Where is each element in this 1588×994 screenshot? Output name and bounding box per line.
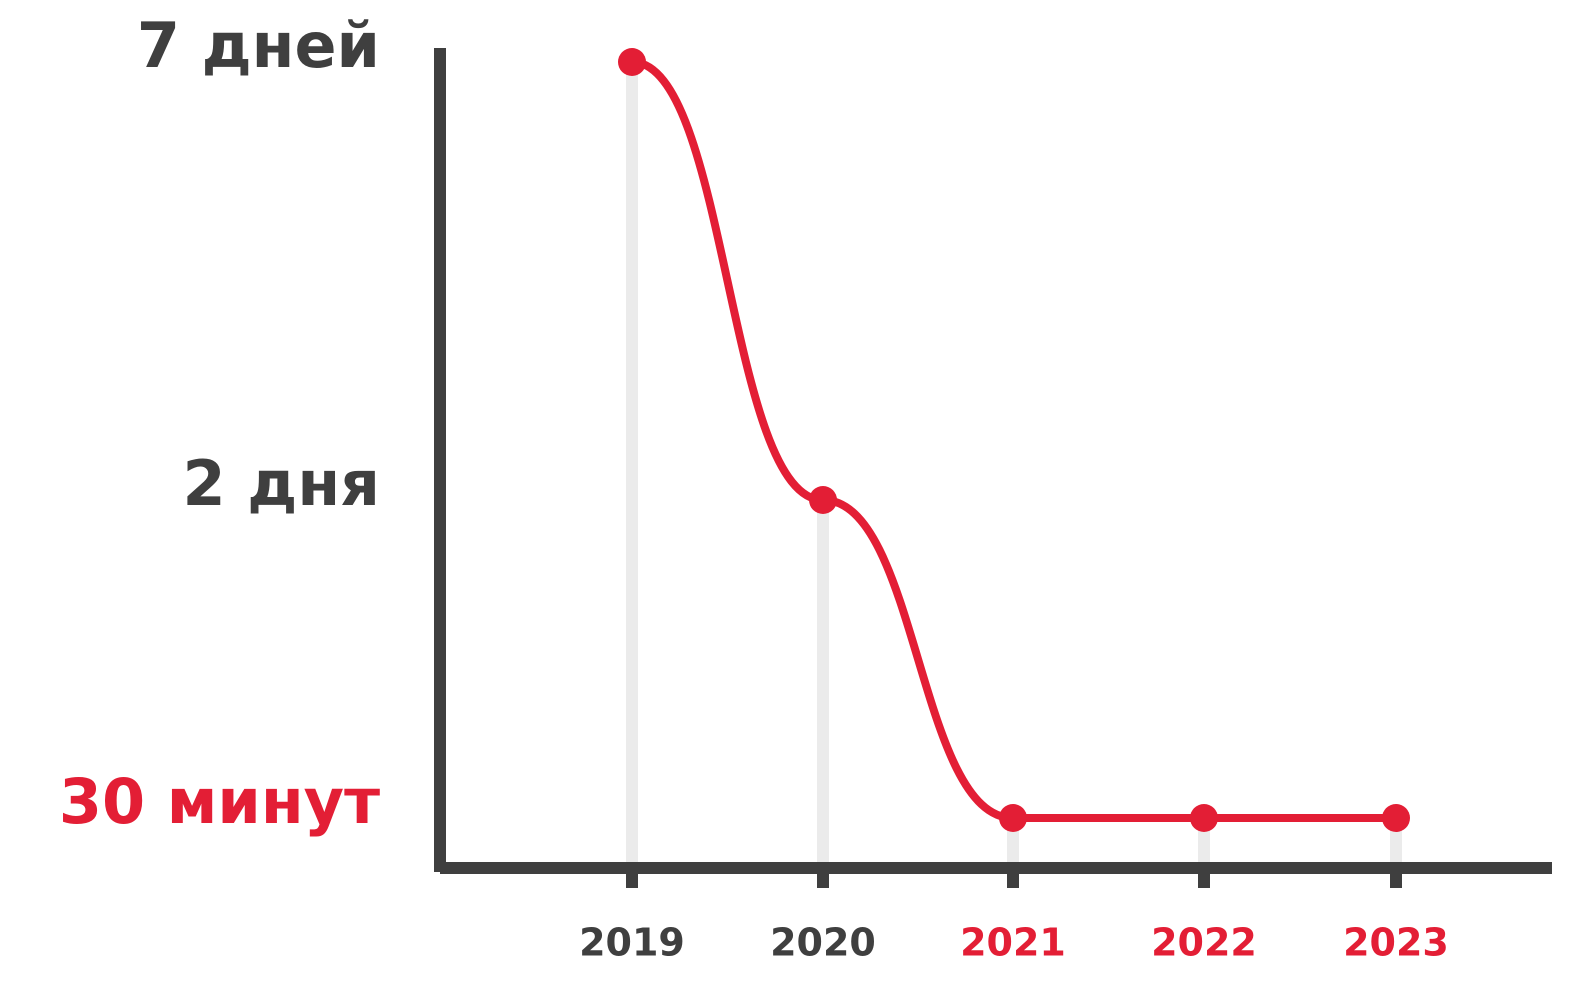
line [631, 58, 1396, 823]
point [809, 486, 837, 514]
point [618, 48, 646, 76]
x-tick-label: 2021 [960, 921, 1066, 965]
y-tick-label: 30 минут [59, 765, 380, 838]
y-tick-label: 2 дня [183, 447, 380, 520]
y-tick-label: 7 дней [137, 9, 380, 82]
point [999, 804, 1027, 832]
point [1190, 804, 1218, 832]
point [1382, 804, 1410, 832]
x-tick-label: 2022 [1151, 921, 1257, 965]
x-tick-label: 2023 [1343, 921, 1449, 965]
x-tick-label: 2020 [770, 921, 876, 965]
x-tick-label: 2019 [579, 921, 685, 965]
